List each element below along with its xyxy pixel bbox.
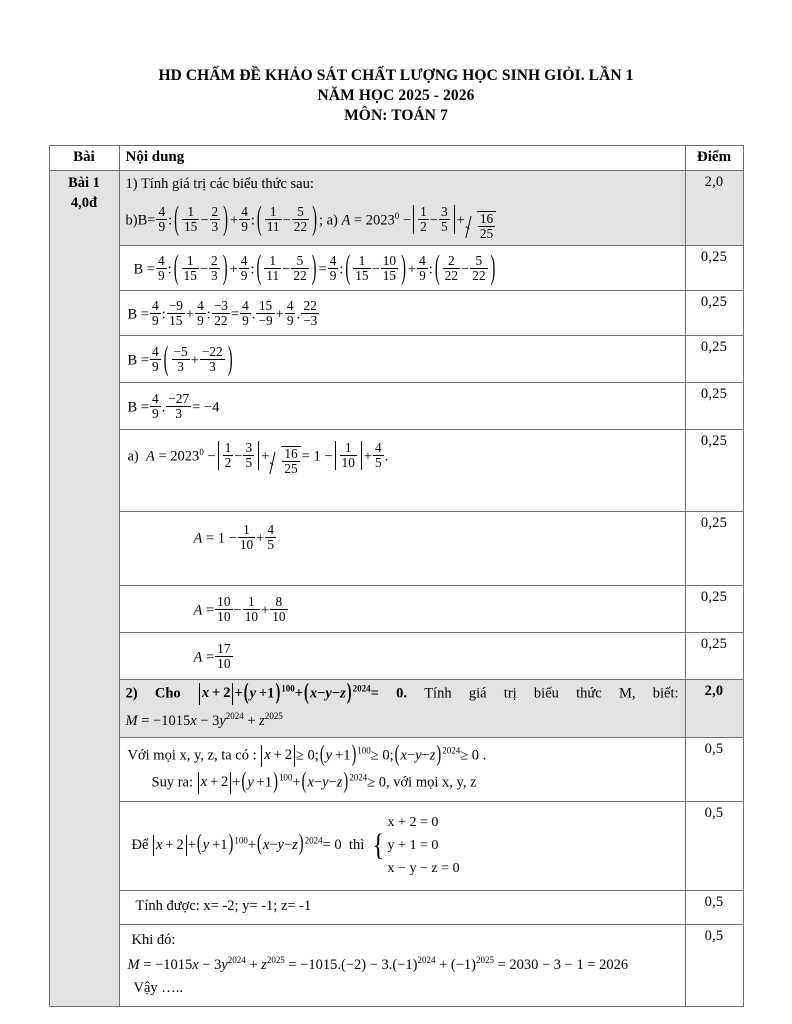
- a-step-2-formula: A = 1 −1 10 +4 5: [193, 521, 277, 552]
- a-step-1-formula: a) A = 20230 −1 2−3 5 +16 25 = 1 −1 10 +4 5.: [127, 439, 389, 477]
- table-row: B = 4 9:(1 15−2 3) +4 9:(1 11−5 22) = 4 9:(1 15−10 15…: [49, 244, 744, 291]
- score-cell: 2,0: [684, 678, 744, 738]
- table-row: Khi đó: M = −1015x − 3y2024 + z2025 = −1…: [49, 923, 744, 1008]
- a-step-4-formula: A = 17 10: [193, 640, 233, 671]
- voi-moi-line-1: Với mọi x, y, z, ta có : x + 2 ≥ 0;(y +1)…: [127, 741, 487, 767]
- table-row: Với mọi x, y, z, ta có : x + 2 ≥ 0;(y +1)…: [49, 736, 744, 802]
- khi-do-label: Khi đó:: [131, 931, 176, 948]
- content-cell-a-step-1: a) A = 20230 −1 2−3 5 +16 25 = 1 −1 10 +4 5.: [118, 428, 686, 512]
- b-step-2-formula: B = 4 9: −9 15 +4 9: −3 22 = 4 9. 15 −9 +4 9. 22 −3: [127, 297, 320, 328]
- score-cell: 0,25: [684, 428, 744, 512]
- a-step-3-formula: A = 10 10−1 10 +8 10: [193, 593, 288, 624]
- vay-text: Vậy …..: [133, 980, 184, 997]
- column-header-diem: Điểm: [684, 145, 744, 172]
- khi-do-formula: M = −1015x − 3y2024 + z2025 = −1015.(−2)…: [127, 954, 629, 973]
- table-header-row: Bài Nội dung Điểm: [48, 145, 744, 172]
- table-row: Để x + 2 +(y +1)100+(x−y−z)2024= 0 thì { …: [49, 800, 744, 892]
- table-row: B = 4 9. −27 3 = −4 0,25: [49, 381, 744, 430]
- table-row: A = 10 10−1 10 +8 10 0,25: [49, 584, 744, 633]
- content-cell-de-system: Để x + 2 +(y +1)100+(x−y−z)2024= 0 thì { …: [118, 800, 686, 892]
- bai-label: Bài 1: [68, 175, 100, 192]
- voi-moi-label: Với mọi x, y, z, ta có :: [127, 746, 257, 763]
- table-row: a) A = 20230 −1 2−3 5 +16 25 = 1 −1 10 +4 5. 0,2…: [49, 428, 744, 512]
- content-cell-problem-2: 2) Cho x + 2 +(y +1)100+(x−y−z)2024= 0. T…: [118, 678, 686, 738]
- content-cell-a-step-3: A = 10 10−1 10 +8 10: [118, 584, 686, 633]
- heading-line-1: HD CHẤM ĐỀ KHẢO SÁT CHẤT LƯỢNG HỌC SINH …: [158, 67, 634, 84]
- voi-moi-xyz-label: , với mọi x, y, z: [386, 773, 477, 790]
- problem-2-cho: Cho: [154, 685, 181, 702]
- b-step-1-formula: B = 4 9:(1 15−2 3) +4 9:(1 11−5 22) = 4 9:(1 15−10 15…: [133, 249, 496, 288]
- content-cell-a-step-2: A = 1 −1 10 +4 5: [118, 510, 686, 586]
- table-row: A = 17 10 0,25: [49, 631, 744, 680]
- table-row: 2) Cho x + 2 +(y +1)100+(x−y−z)2024= 0. T…: [49, 678, 744, 738]
- score-cell: 0,25: [684, 289, 744, 336]
- system-equation-3: x − y − z = 0: [387, 860, 460, 876]
- b-step-4-formula: B = 4 9. −27 3 = −4: [127, 390, 220, 421]
- bai-points: 4,0đ: [70, 195, 98, 212]
- b-step-3-formula: B = 4 9(−5 3 + −22 3): [127, 340, 233, 379]
- table-row: B = 4 9: −9 15 +4 9: −3 22 = 4 9. 15 −9 +4 9. 22 −3 0,25: [49, 289, 744, 336]
- score-cell: 0,5: [684, 736, 744, 802]
- voi-moi-line-2: Suy ra: x + 2 +(y +1)100+(x−y−z)2024≥ 0, …: [151, 768, 477, 794]
- content-cell-tinh-duoc: Tính được: x= -2; y= -1; z= -1: [118, 890, 686, 925]
- system-equation-1: x + 2 = 0: [387, 813, 439, 830]
- score-cell: 0,5: [684, 800, 744, 892]
- content-cell-khi-do: Khi đó: M = −1015x − 3y2024 + z2025 = −1…: [118, 923, 686, 1008]
- score-cell: 0,25: [684, 381, 744, 430]
- score-cell: 0,25: [684, 334, 744, 383]
- table-row: B = 4 9(−5 3 + −22 3) 0,25: [49, 334, 744, 383]
- content-cell-b-step-4: B = 4 9. −27 3 = −4: [118, 381, 686, 430]
- problem-2-tail: Tính giá trị biểu thức M, biết:: [424, 685, 679, 702]
- score-cell: 0,25: [684, 510, 744, 586]
- bai-cell: Bài 1 4,0đ: [48, 170, 120, 1008]
- problem-2-formula-M: M = −1015x − 3y2024 + z2025: [125, 710, 283, 729]
- content-cell-voi-moi: Với mọi x, y, z, ta có : x + 2 ≥ 0;(y +1)…: [118, 736, 686, 802]
- heading-line-3: MÔN: TOÁN 7: [344, 106, 448, 124]
- score-cell: 0,5: [684, 923, 744, 1008]
- content-cell-problem-1: 1) Tính giá trị các biểu thức sau: b)B= 4…: [118, 170, 686, 246]
- problem-1-formula: b)B= 4 9:(1 15−2 3) +4 9:(1 11−5 22); a) A = 202…: [126, 201, 679, 241]
- system-brace-group: { x + 2 = 0 y + 1 = 0 x − y − z = 0: [371, 811, 459, 881]
- score-cell: 0,25: [684, 631, 744, 680]
- problem-2-prompt: 2) Cho x + 2 +(y +1)100+(x−y−z)2024= 0. T…: [125, 679, 679, 706]
- problem-2-number: 2): [125, 685, 138, 702]
- score-cell: 2,0: [684, 170, 744, 246]
- system-equation-2: y + 1 = 0: [387, 836, 439, 853]
- score-cell: 0,25: [684, 244, 744, 291]
- suy-ra-label: Suy ra:: [151, 773, 193, 790]
- tinh-duoc-text: Tính được: x= -2; y= -1; z= -1: [135, 898, 312, 915]
- thi-label: thì: [348, 836, 365, 853]
- column-header-noi-dung: Nội dung: [118, 145, 686, 172]
- content-cell-b-step-1: B = 4 9:(1 15−2 3) +4 9:(1 11−5 22) = 4 9:(1 15−10 15…: [118, 244, 686, 291]
- de-label: Để: [131, 836, 149, 853]
- table-row: Bài 1 4,0đ 1) Tính giá trị các biểu thức…: [48, 170, 744, 1008]
- table-row: Tính được: x= -2; y= -1; z= -1 0,5: [49, 890, 744, 925]
- column-header-bai: Bài: [48, 145, 120, 172]
- system-equations: x + 2 = 0 y + 1 = 0 x − y − z = 0: [385, 811, 459, 881]
- score-cell: 0,5: [684, 890, 744, 925]
- de-system-formula: Để x + 2 +(y +1)100+(x−y−z)2024= 0 thì { …: [126, 805, 679, 887]
- left-brace-icon: {: [372, 827, 385, 862]
- grading-table: Bài Nội dung Điểm Bài 1 4,0đ 1) Tính giá…: [48, 145, 744, 1008]
- content-cell-b-step-2: B = 4 9: −9 15 +4 9: −3 22 = 4 9. 15 −9 +4 9. 22 −3: [118, 289, 686, 336]
- heading-line-2: NĂM HỌC 2025 - 2026: [317, 86, 475, 104]
- document-heading: HD CHẤM ĐỀ KHẢO SÁT CHẤT LƯỢNG HỌC SINH …: [0, 0, 792, 125]
- score-cell: 0,25: [684, 584, 744, 633]
- content-cell-a-step-4: A = 17 10: [118, 631, 686, 680]
- table-row: A = 1 −1 10 +4 5 0,25: [49, 510, 744, 586]
- problem-1-prompt: 1) Tính giá trị các biểu thức sau:: [125, 176, 314, 193]
- content-cell-b-step-3: B = 4 9(−5 3 + −22 3): [118, 334, 686, 383]
